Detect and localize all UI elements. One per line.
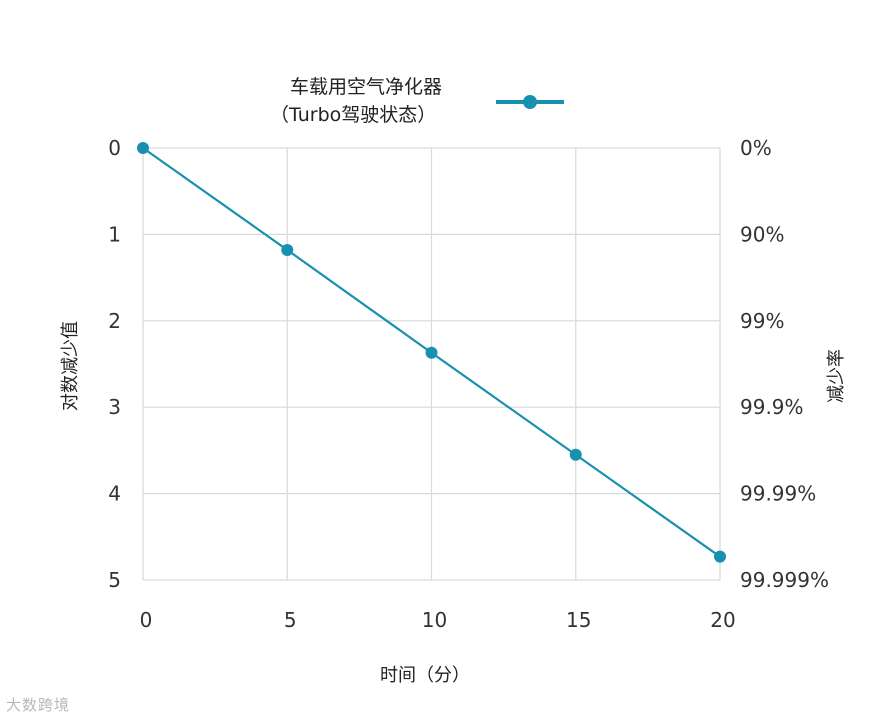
y-tick-label-right: 99.99% bbox=[740, 482, 816, 506]
x-tick-label: 20 bbox=[710, 608, 735, 632]
series-group bbox=[137, 142, 726, 563]
y-axis-right-ticks: 0% 90% 99% 99.9% 99.99% 99.999% bbox=[740, 136, 829, 592]
x-axis-ticks: 0 5 10 15 20 bbox=[140, 608, 736, 632]
legend-marker-swatch bbox=[523, 95, 537, 109]
y-tick-label-left: 2 bbox=[108, 309, 121, 333]
x-tick-label: 5 bbox=[284, 608, 297, 632]
y-tick-label-left: 3 bbox=[108, 395, 121, 419]
y-tick-label-right: 99.9% bbox=[740, 395, 804, 419]
y-axis-left-ticks: 0 1 2 3 4 5 bbox=[108, 136, 121, 592]
y-tick-label-right: 90% bbox=[740, 222, 784, 246]
y-tick-label-right: 0% bbox=[740, 136, 772, 160]
y-tick-label-left: 1 bbox=[108, 222, 121, 246]
data-point bbox=[425, 346, 438, 359]
grid bbox=[142, 147, 721, 581]
y-tick-label-left: 0 bbox=[108, 136, 121, 160]
y-axis-left-title: 对数减少值 bbox=[60, 321, 81, 411]
watermark-logo: 大数跨境 bbox=[6, 696, 71, 714]
legend-label-line1: 车载用空气净化器 bbox=[290, 76, 442, 98]
data-point bbox=[137, 142, 149, 154]
legend: 车载用空气净化器 （Turbo驾驶状态） bbox=[270, 76, 564, 126]
y-tick-label-left: 5 bbox=[108, 568, 121, 592]
data-point bbox=[281, 243, 294, 256]
x-axis-title: 时间（分） bbox=[380, 665, 470, 686]
y-tick-label-left: 4 bbox=[108, 482, 121, 506]
legend-label-line2: （Turbo驾驶状态） bbox=[270, 104, 436, 126]
data-point bbox=[569, 448, 582, 461]
data-point bbox=[714, 550, 726, 563]
x-tick-label: 15 bbox=[566, 608, 591, 632]
x-tick-label: 10 bbox=[422, 608, 447, 632]
x-tick-label: 0 bbox=[140, 608, 153, 632]
y-axis-right-title: 减少率 bbox=[826, 349, 847, 403]
y-tick-label-right: 99.999% bbox=[740, 568, 829, 592]
y-tick-label-right: 99% bbox=[740, 309, 784, 333]
